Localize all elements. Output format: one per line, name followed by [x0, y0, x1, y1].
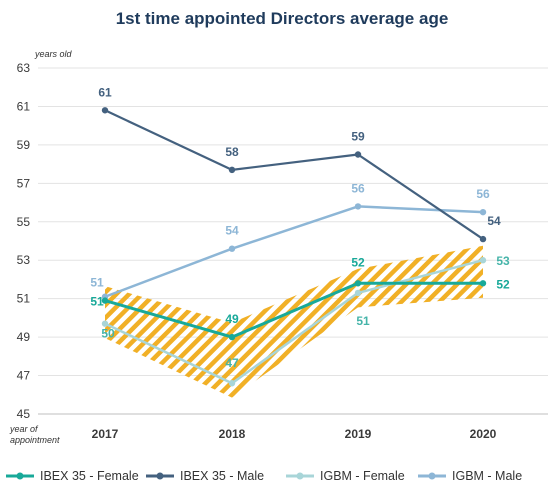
data-label: 59: [351, 130, 365, 144]
data-point: [479, 235, 487, 243]
data-point: [479, 257, 487, 264]
y-tick-label: 51: [17, 292, 31, 306]
data-label: 58: [225, 145, 239, 159]
data-point: [228, 380, 236, 387]
x-tick-label: 2017: [92, 427, 119, 441]
y-tick-label: 47: [17, 369, 31, 383]
x-axis-ticks: 2017 2018 2019 2020: [92, 427, 497, 441]
data-point: [228, 333, 236, 341]
series-line: [104, 109, 484, 240]
data-label: 47: [225, 356, 239, 370]
data-label: 56: [476, 187, 490, 201]
y-axis-label: years old: [34, 49, 73, 59]
y-tick-label: 53: [17, 253, 31, 267]
hatch-band: [105, 245, 483, 398]
y-tick-label: 55: [17, 215, 31, 229]
data-point: [354, 289, 362, 297]
x-tick-label: 2019: [345, 427, 372, 441]
data-label: 51: [356, 314, 370, 328]
data-point: [101, 107, 109, 114]
data-label: 54: [487, 214, 501, 228]
legend-label: IBEX 35 - Male: [180, 469, 264, 483]
series-lines: [101, 107, 487, 387]
y-tick-label: 57: [17, 176, 31, 190]
series-line: [104, 205, 484, 298]
legend: IBEX 35 - Female IBEX 35 - Male IGBM - Fem…: [6, 469, 522, 483]
y-tick-label: 61: [17, 99, 31, 113]
chart-title: 1st time appointed Directors average age: [116, 9, 449, 28]
data-labels: 51 49 52 52 61 58 59 54 50 47 51 53 51 54 56 56: [90, 85, 510, 370]
data-point: [228, 245, 236, 252]
y-tick-label: 63: [17, 61, 31, 75]
x-axis-label-line2: appointment: [10, 435, 60, 445]
data-label: 50: [101, 327, 115, 341]
hatched-band: [105, 245, 483, 398]
data-label: 56: [351, 181, 365, 195]
gridlines: [38, 67, 548, 415]
y-tick-label: 59: [17, 138, 31, 152]
data-point: [354, 203, 362, 210]
data-point: [101, 297, 109, 304]
x-axis-label-line1: year of: [9, 424, 39, 434]
data-point: [354, 280, 362, 287]
legend-label: IGBM - Male: [452, 469, 522, 483]
data-label: 51: [90, 276, 104, 290]
data-point: [101, 320, 109, 327]
x-tick-label: 2018: [219, 427, 246, 441]
data-label: 52: [351, 255, 365, 269]
data-label: 54: [225, 224, 239, 238]
series-line: [104, 281, 483, 339]
data-label: 52: [496, 277, 510, 291]
legend-marker: [156, 472, 164, 480]
x-tick-label: 2020: [470, 427, 497, 441]
legend-label: IGBM - Female: [320, 469, 405, 483]
y-axis-ticks: 45 47 49 51 53 55 57 59 61 63: [17, 61, 31, 421]
legend-marker: [296, 472, 304, 480]
series-line: [104, 259, 484, 385]
y-tick-label: 49: [17, 330, 31, 344]
legend-marker: [16, 472, 24, 480]
data-point: [479, 208, 487, 216]
data-point: [228, 166, 236, 174]
data-label: 61: [98, 85, 112, 99]
data-point: [479, 280, 487, 287]
legend-label: IBEX 35 - Female: [40, 469, 139, 483]
data-label: 49: [225, 312, 239, 326]
data-label: 51: [90, 295, 104, 309]
y-tick-label: 45: [17, 407, 31, 421]
data-point: [354, 151, 362, 158]
data-label: 53: [496, 254, 510, 268]
legend-marker: [428, 472, 436, 480]
